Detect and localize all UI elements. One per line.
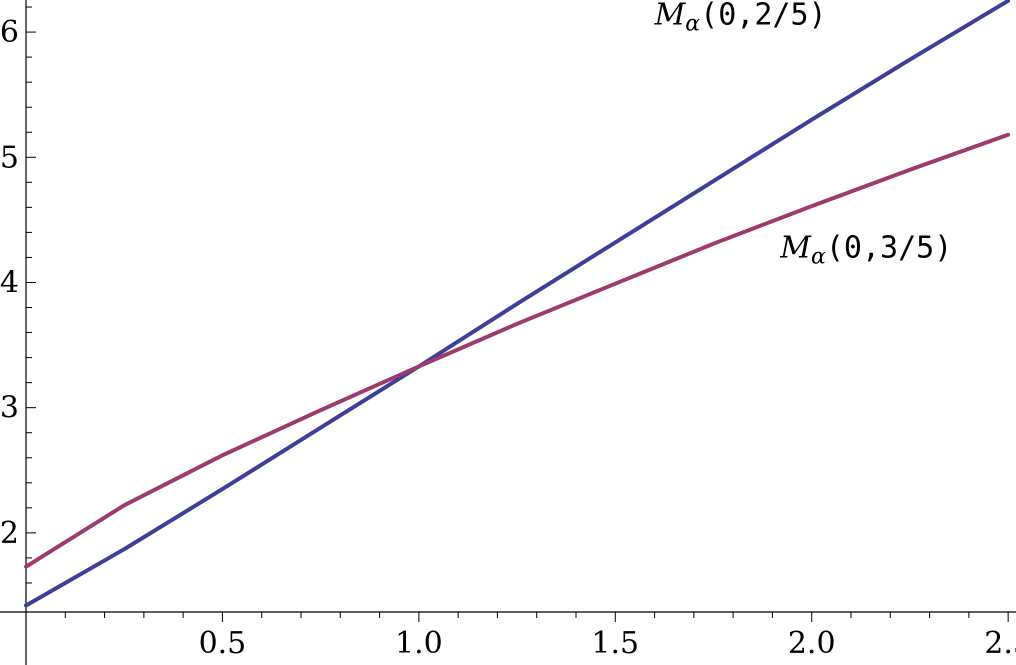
y-tick-label: 6 <box>0 15 19 50</box>
series-line-1 <box>24 0 1011 608</box>
y-tick-label: 4 <box>0 265 19 300</box>
series-label-1: Mα(0,2/5) <box>654 0 827 37</box>
x-tick-label: 1.5 <box>591 626 639 661</box>
x-tick-label: 1.0 <box>395 626 443 661</box>
series-lines <box>24 0 1011 608</box>
series-labels: Mα(0,2/5) Mα(0,3/5) <box>654 0 953 269</box>
series-line-2 <box>24 132 1011 569</box>
x-tick-label: 0.5 <box>199 626 247 661</box>
series-label-2: Mα(0,3/5) <box>779 230 952 269</box>
y-tick-label: 2 <box>0 516 19 551</box>
x-tick-label: 2.5 <box>984 626 1016 661</box>
y-tick-label: 3 <box>0 391 19 426</box>
y-tick-label: 5 <box>0 140 19 175</box>
x-tick-label: 2.0 <box>788 626 836 661</box>
